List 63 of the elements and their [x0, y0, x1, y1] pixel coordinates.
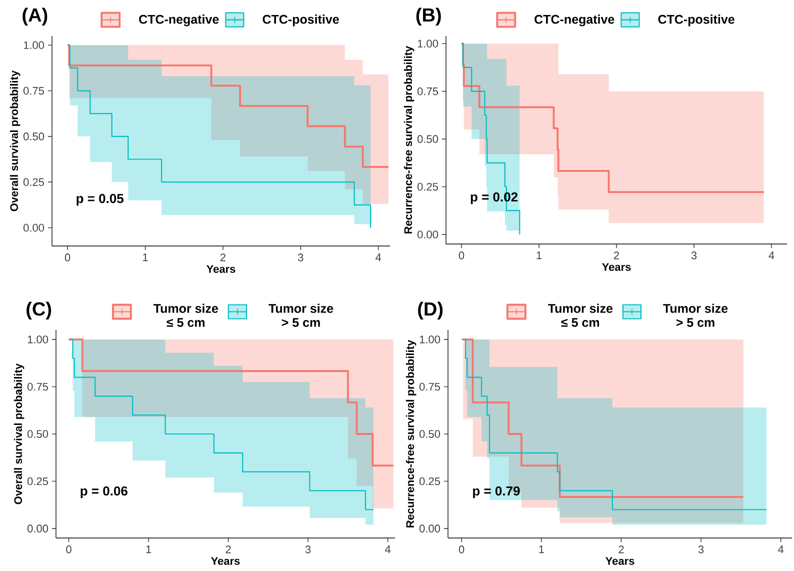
y-tick-label: 1.00 [420, 336, 440, 344]
chart-title: (D) [418, 302, 443, 320]
legend-label: CTC-positive [262, 14, 339, 26]
x-tick-label: 3 [298, 254, 304, 262]
legend-label: Tumor size ≤ 5 cm [548, 304, 613, 327]
x-tick-label: 2 [220, 254, 226, 262]
x-tick-label: 3 [305, 546, 311, 554]
x-axis-title: Years [211, 557, 240, 565]
y-tick-label: 0.25 [23, 178, 44, 186]
annotation: p = 0.05 [76, 194, 124, 206]
y-tick-label: 1.00 [24, 41, 44, 50]
y-tick-label: 0.75 [27, 382, 48, 391]
y-tick-label: 0.75 [417, 87, 438, 96]
x-tick-label: 3 [691, 252, 697, 260]
y-tick-label: 0.50 [27, 430, 48, 438]
x-tick-label: 2 [618, 546, 624, 554]
x-tick-label: 4 [376, 254, 382, 262]
y-tick-label: 0.75 [23, 86, 44, 95]
y-tick-label: 0.25 [419, 477, 440, 486]
y-tick-label: 1.00 [418, 40, 438, 48]
y-tick-label: 0.00 [417, 230, 438, 238]
y-axis-title: Recurrence-free survival probability [404, 46, 414, 234]
y-tick-label: 0.50 [23, 132, 44, 140]
x-tick-label: 2 [226, 546, 231, 554]
x-axis-title: Years [606, 557, 634, 565]
x-tick-label: 1 [146, 546, 152, 554]
chart-title: (C) [26, 302, 52, 320]
chart-title: (B) [416, 8, 441, 26]
y-axis-title: Overall survival probability [14, 363, 24, 504]
y-tick-label: 0.50 [419, 430, 440, 438]
y-tick-label: 0.25 [27, 477, 48, 486]
x-tick-label: 0 [458, 546, 464, 554]
x-tick-label: 4 [385, 546, 391, 554]
y-tick-label: 0.75 [419, 382, 440, 391]
x-axis-title: Years [602, 263, 631, 271]
legend-label: Tumor size > 5 cm [663, 304, 728, 327]
legend-label: CTC-positive [658, 14, 734, 26]
x-tick-label: 1 [143, 254, 148, 262]
annotation: p = 0.79 [473, 486, 520, 498]
legend-label: Tumor size > 5 cm [268, 304, 334, 327]
x-axis-title: Years [206, 265, 236, 273]
x-tick-label: 0 [64, 254, 70, 262]
y-tick-label: 1.00 [28, 336, 48, 344]
x-tick-label: 0 [458, 252, 464, 260]
x-tick-label: 2 [614, 252, 620, 260]
x-tick-label: 4 [778, 546, 784, 554]
y-axis-title: Recurrence-free survival probability [406, 340, 416, 528]
y-tick-label: 0.50 [417, 135, 438, 143]
legend-label: CTC-negative [534, 14, 614, 26]
x-tick-label: 1 [539, 546, 544, 554]
legend-label: CTC-negative [139, 14, 219, 26]
y-tick-label: 0.00 [27, 524, 48, 532]
x-tick-label: 1 [536, 252, 542, 260]
x-tick-label: 4 [768, 252, 774, 260]
x-tick-label: 3 [698, 546, 704, 554]
y-tick-label: 0.25 [417, 182, 438, 191]
y-tick-label: 0.00 [419, 524, 440, 532]
x-tick-label: 0 [66, 546, 72, 554]
y-tick-label: 0.00 [23, 224, 44, 232]
y-axis-title: Overall survival probability [10, 70, 20, 212]
annotation: p = 0.06 [80, 486, 128, 498]
chart-title: (A) [22, 8, 48, 26]
legend-label: Tumor size ≤ 5 cm [154, 304, 218, 327]
